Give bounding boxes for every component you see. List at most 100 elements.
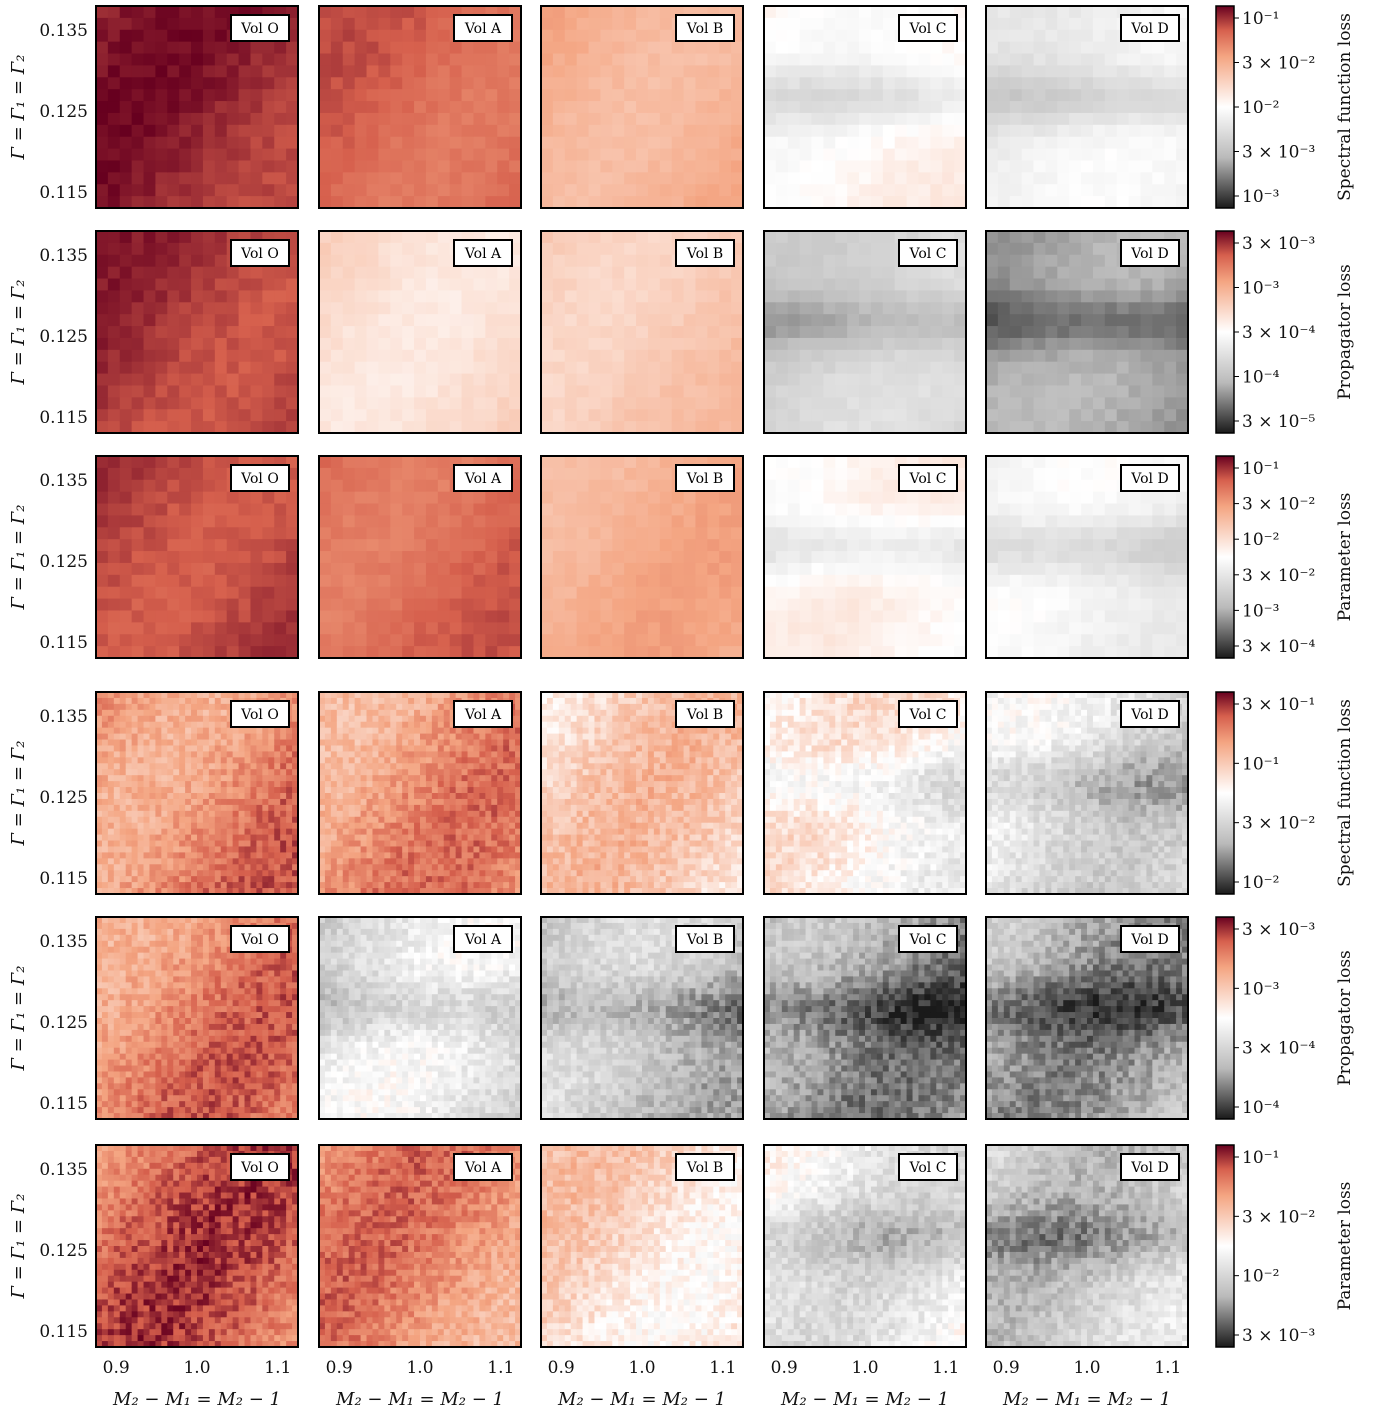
heatmap-cell xyxy=(226,551,240,564)
heatmap-cell xyxy=(600,29,613,43)
heatmap-cell xyxy=(552,254,566,268)
heatmap-cell xyxy=(775,326,789,339)
heatmap-cell xyxy=(191,804,198,812)
heatmap-cell xyxy=(214,610,228,623)
heatmap-cell xyxy=(96,751,103,758)
heatmap-cell xyxy=(894,266,908,280)
heatmap-cell xyxy=(1152,397,1165,410)
heatmap-cell xyxy=(402,242,415,256)
heatmap-cell xyxy=(461,598,475,612)
heatmap-cell xyxy=(624,242,637,256)
heatmap-cell xyxy=(954,6,966,19)
heatmap-cell xyxy=(319,6,332,19)
heatmap-cell xyxy=(143,840,151,848)
heatmap-cell xyxy=(859,89,872,102)
heatmap-cell xyxy=(636,77,649,90)
heatmap-cell xyxy=(659,421,673,433)
heatmap-cell xyxy=(155,136,168,150)
heatmap-cell xyxy=(274,421,287,433)
heatmap-cell xyxy=(179,515,192,528)
heatmap-cell xyxy=(683,148,697,162)
heatmap-cell xyxy=(1045,101,1058,114)
heatmap-cell xyxy=(125,781,133,788)
heatmap-cell xyxy=(1069,242,1082,256)
heatmap-cell xyxy=(319,503,332,517)
heatmap-cell xyxy=(167,715,174,723)
heatmap-panel-r3-c5: Vol D xyxy=(985,455,1189,659)
heatmap-cell xyxy=(552,598,566,612)
heatmap-cell xyxy=(659,503,673,517)
heatmap-cell xyxy=(906,136,920,150)
heatmap-cell xyxy=(509,598,521,612)
heatmap-cell xyxy=(238,196,252,208)
heatmap-cell xyxy=(787,622,801,635)
heatmap-cell xyxy=(1021,6,1035,19)
panel-frame xyxy=(95,5,299,209)
heatmap-cell xyxy=(1045,65,1058,78)
heatmap-cell xyxy=(764,184,777,197)
heatmap-cell xyxy=(683,41,697,55)
heatmap-cell xyxy=(191,29,204,43)
heatmap-cell xyxy=(799,409,813,422)
heatmap-cell xyxy=(1045,491,1058,505)
heatmap-cell xyxy=(437,385,451,398)
heatmap-cell xyxy=(509,89,521,102)
heatmap-cell xyxy=(378,326,391,339)
heatmap-cell xyxy=(847,574,860,588)
heatmap-cell xyxy=(859,290,872,303)
heatmap-cell xyxy=(823,302,836,315)
heatmap-cell xyxy=(787,112,801,126)
heatmap-cell xyxy=(1069,53,1082,67)
heatmap-cell xyxy=(823,196,836,208)
heatmap-cell xyxy=(695,290,708,303)
heatmap-cell xyxy=(624,112,637,126)
heatmap-cell xyxy=(437,148,451,162)
heatmap-cell xyxy=(1045,539,1058,552)
heatmap-cell xyxy=(576,397,590,410)
heatmap-cell xyxy=(137,798,145,806)
heatmap-cell xyxy=(155,361,168,375)
heatmap-cell xyxy=(882,349,896,363)
heatmap-cell xyxy=(1069,278,1082,292)
heatmap-cell xyxy=(185,733,192,741)
heatmap-cell xyxy=(918,184,931,197)
heatmap-cell xyxy=(588,160,602,173)
vol-label-box xyxy=(898,464,958,492)
heatmap-cell xyxy=(119,586,133,600)
heatmap-cell xyxy=(1128,574,1142,588)
heatmap-cell xyxy=(894,290,908,303)
heatmap-cell xyxy=(143,6,157,19)
heatmap-cell xyxy=(588,278,602,292)
heatmap-cell xyxy=(1057,302,1070,315)
heatmap-cell xyxy=(870,29,884,43)
heatmap-cell xyxy=(719,409,732,422)
heatmap-cell xyxy=(274,278,287,292)
heatmap-cell xyxy=(113,763,121,770)
heatmap-cell xyxy=(811,610,825,623)
heatmap-cell xyxy=(707,586,720,600)
heatmap-cell xyxy=(1057,89,1070,102)
heatmap-cell xyxy=(191,456,204,469)
heatmap-cell xyxy=(330,266,344,280)
heatmap-cell xyxy=(882,290,896,303)
heatmap-cell xyxy=(1128,539,1142,552)
heatmap-cell xyxy=(485,326,498,339)
heatmap-cell xyxy=(1140,278,1153,292)
heatmap-cell xyxy=(113,852,121,859)
heatmap-cell xyxy=(636,266,649,280)
heatmap-cell xyxy=(997,160,1011,173)
heatmap-cell xyxy=(1164,421,1177,433)
heatmap-cell xyxy=(119,769,127,776)
heatmap-cell xyxy=(286,646,298,658)
heatmap-cell xyxy=(906,172,920,185)
heatmap-cell xyxy=(226,646,240,658)
heatmap-cell xyxy=(799,196,813,208)
heatmap-cell xyxy=(683,337,697,351)
heatmap-cell xyxy=(576,41,590,55)
heatmap-cell xyxy=(1176,349,1188,363)
heatmap-cell xyxy=(1021,562,1035,576)
heatmap-cell xyxy=(695,562,708,576)
heatmap-cell xyxy=(167,539,180,552)
heatmap-cell xyxy=(882,302,896,315)
heatmap-cell xyxy=(707,77,720,90)
